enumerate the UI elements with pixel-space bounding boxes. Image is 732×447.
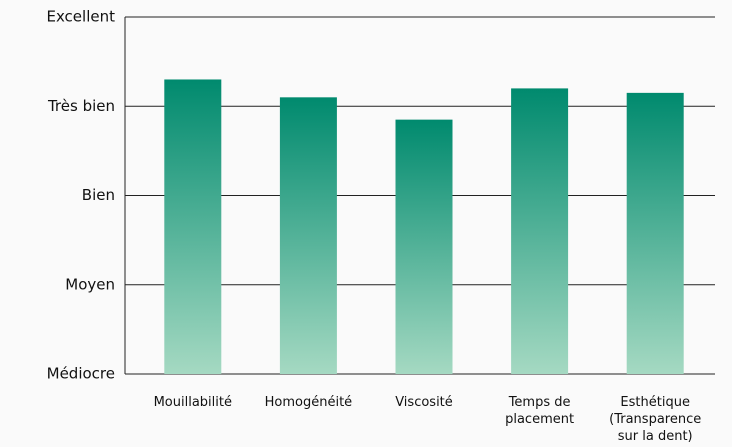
bar bbox=[626, 92, 684, 375]
x-tick-line: Mouillabilité bbox=[154, 395, 232, 410]
x-tick-label: Homogénéité bbox=[265, 395, 353, 410]
y-tick-label: Très bien bbox=[47, 97, 115, 115]
y-tick-label: Excellent bbox=[46, 8, 115, 26]
x-tick-label: Mouillabilité bbox=[154, 395, 232, 410]
x-tick-line: sur la dent) bbox=[618, 429, 693, 444]
x-tick-line: Esthétique bbox=[620, 395, 690, 410]
bar bbox=[279, 97, 337, 374]
x-tick-line: placement bbox=[505, 412, 574, 427]
y-tick-label: Moyen bbox=[65, 275, 115, 293]
bar bbox=[395, 119, 453, 374]
x-tick-line: (Transparence bbox=[609, 412, 701, 427]
x-tick-label: Temps de placement bbox=[505, 395, 574, 427]
x-tick-line: Temps de bbox=[508, 395, 571, 410]
y-tick-label: Médiocre bbox=[47, 365, 115, 383]
y-tick-label: Bien bbox=[82, 186, 115, 204]
x-tick-line: Homogénéité bbox=[265, 395, 353, 410]
x-tick-label: Viscosité bbox=[395, 395, 453, 410]
x-tick-line: Viscosité bbox=[395, 395, 453, 410]
x-tick-label: Esthétique (Transparence sur la dent) bbox=[609, 395, 701, 444]
bar bbox=[511, 88, 569, 375]
bar bbox=[164, 79, 222, 374]
